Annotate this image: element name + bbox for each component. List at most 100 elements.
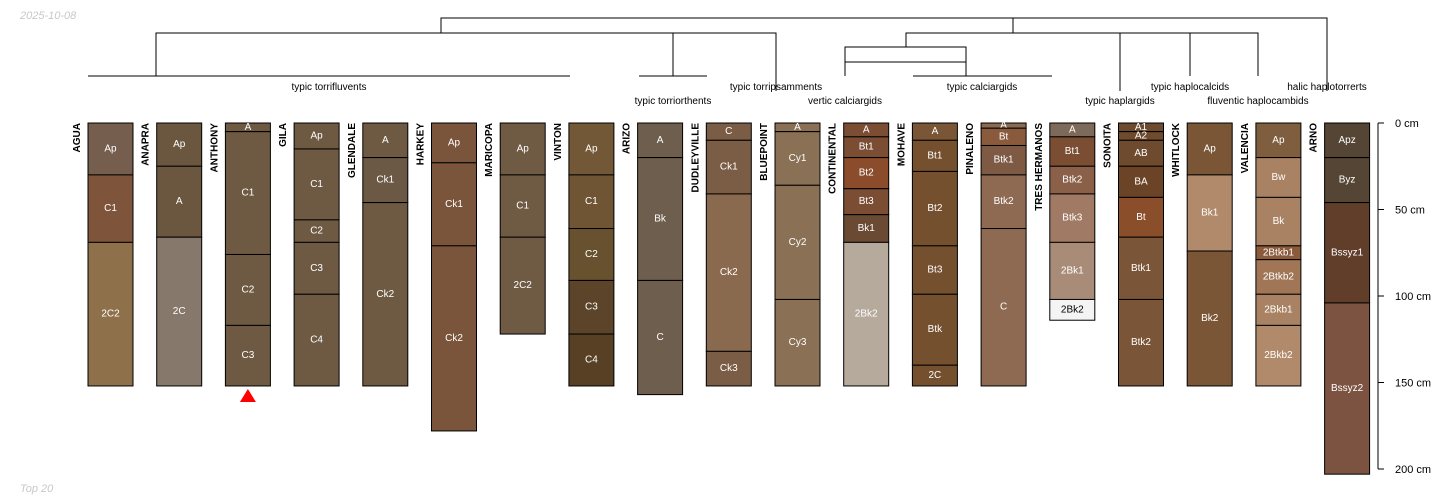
horizon-label: C2	[310, 226, 323, 237]
horizon-label: Bw	[1271, 172, 1286, 183]
depth-axis: 0 cm 50 cm 100 cm 150 cm 200 cm	[1377, 118, 1431, 476]
horizon-label: Bt	[999, 131, 1009, 142]
horizon	[1186, 174, 1233, 252]
horizon-label: 2Bkb1	[1264, 304, 1293, 315]
horizon-label: 2C2	[514, 280, 533, 291]
horizon-label: C1	[516, 201, 529, 212]
horizon-label: Ap	[585, 143, 598, 154]
horizon	[980, 228, 1027, 387]
horizon	[637, 279, 684, 396]
horizon-label: A	[1069, 124, 1076, 135]
dendrogram-link	[673, 32, 777, 91]
horizon	[293, 293, 340, 387]
horizon-label: A1	[1135, 122, 1148, 133]
dendrogram-link	[155, 32, 674, 76]
horizon	[774, 131, 821, 186]
horizon-label: Bssyz2	[1331, 383, 1364, 394]
horizon-label: Ck2	[445, 333, 463, 344]
horizon-label: Bk	[654, 214, 667, 225]
profile-name: VINTON	[553, 123, 564, 161]
dendrogram-link	[905, 32, 1121, 91]
profile-anthony: A C1 C2 C3 ANTHONY	[209, 122, 271, 402]
dendrogram-link	[1013, 32, 1259, 76]
profile-name: VALENCIA	[1240, 123, 1251, 173]
horizon-label: Ck2	[720, 267, 738, 278]
horizon	[843, 241, 890, 387]
horizon-label: Btk2	[1062, 175, 1082, 186]
horizon-label: Ap	[310, 130, 323, 141]
horizon	[1324, 122, 1371, 159]
horizon-label: Ap	[1272, 135, 1285, 146]
horizon-label: C	[656, 332, 663, 343]
profile-tres-hermanos: A Bt1 Btk2 Btk3 2Bk1 2Bk2 TRES HERMANOS	[1034, 122, 1096, 321]
horizon-label: Btk2	[994, 196, 1014, 207]
horizon-label: Bssyz1	[1331, 247, 1364, 258]
group-label: typic haplocalcids	[1151, 82, 1229, 93]
profile-name: TRES HERMANOS	[1034, 123, 1045, 211]
horizon-label: Bk1	[858, 223, 876, 234]
profile-gila: Ap C1 C2 C3 C4 GILA	[278, 122, 340, 387]
profile-valencia: Ap Bw Bk 2Btkb1 2Btkb2 2Bkb1 2Bkb2 VALENCIA	[1240, 122, 1302, 387]
profile-name: ANTHONY	[209, 123, 220, 173]
horizon	[1049, 298, 1096, 321]
horizon	[1324, 302, 1371, 475]
horizon	[911, 364, 958, 387]
horizon-label: Ck1	[720, 162, 738, 173]
axis-tick-label: 100 cm	[1395, 291, 1431, 303]
horizon-label: Btk1	[1131, 263, 1151, 274]
horizon	[87, 174, 134, 243]
horizon-label: A2	[1135, 130, 1148, 141]
horizon-label: Ap	[1204, 143, 1217, 154]
horizon-label: Btk3	[1062, 213, 1082, 224]
horizon	[568, 279, 615, 335]
horizon-label: Cy1	[789, 153, 807, 164]
horizon	[705, 350, 752, 387]
horizon	[637, 157, 684, 281]
horizon	[1186, 122, 1233, 176]
horizon-label: 2Btkb1	[1263, 247, 1295, 258]
horizon	[1186, 250, 1233, 387]
horizon-label: 2C	[929, 370, 942, 381]
horizon-label: C	[1000, 302, 1007, 313]
horizon-label: Ck1	[376, 175, 394, 186]
horizon	[1324, 202, 1371, 304]
profile-name: AGUA	[72, 123, 83, 152]
horizon-label: Bt3	[927, 265, 942, 276]
horizon-label: C2	[585, 249, 598, 260]
horizon-label: Cy3	[789, 337, 807, 348]
horizon	[293, 241, 340, 295]
horizon	[705, 193, 752, 352]
horizon	[1049, 136, 1096, 167]
profile-vinton: Ap C1 C2 C3 C4 VINTON	[553, 122, 615, 387]
horizon-label: 2Bk2	[1061, 304, 1084, 315]
horizon-label: Ap	[448, 137, 461, 148]
horizon	[224, 324, 271, 387]
horizon	[362, 202, 409, 387]
horizon-label: C1	[310, 179, 323, 190]
horizon-label: Bt2	[859, 168, 874, 179]
horizon	[568, 122, 615, 176]
axis-tick-label: 0 cm	[1395, 118, 1419, 130]
horizon	[911, 245, 958, 295]
horizon	[843, 214, 890, 243]
profile-name: PINALENO	[965, 123, 976, 175]
profile-name: MARICOPA	[484, 123, 495, 177]
horizon	[499, 236, 546, 335]
dendrogram	[88, 17, 1328, 91]
horizon	[431, 245, 477, 432]
horizon-label: Bt1	[927, 150, 942, 161]
horizon	[980, 144, 1027, 176]
horizon-label: Apz	[1338, 135, 1355, 146]
horizon	[224, 253, 271, 326]
horizon	[1118, 236, 1164, 300]
horizon-label: C3	[585, 302, 598, 313]
profile-name: ARNO	[1309, 123, 1320, 153]
profile-name: ANAPRA	[141, 123, 152, 166]
horizon-label: Ck3	[720, 363, 738, 374]
horizon	[1324, 157, 1371, 204]
profile-agua: Ap C1 2C2 AGUA	[72, 122, 134, 387]
warning-triangle-icon	[239, 388, 256, 402]
profile-continental: A Bt1 Bt2 Bt3 Bk1 2Bk2 CONTINENTAL	[828, 122, 890, 387]
